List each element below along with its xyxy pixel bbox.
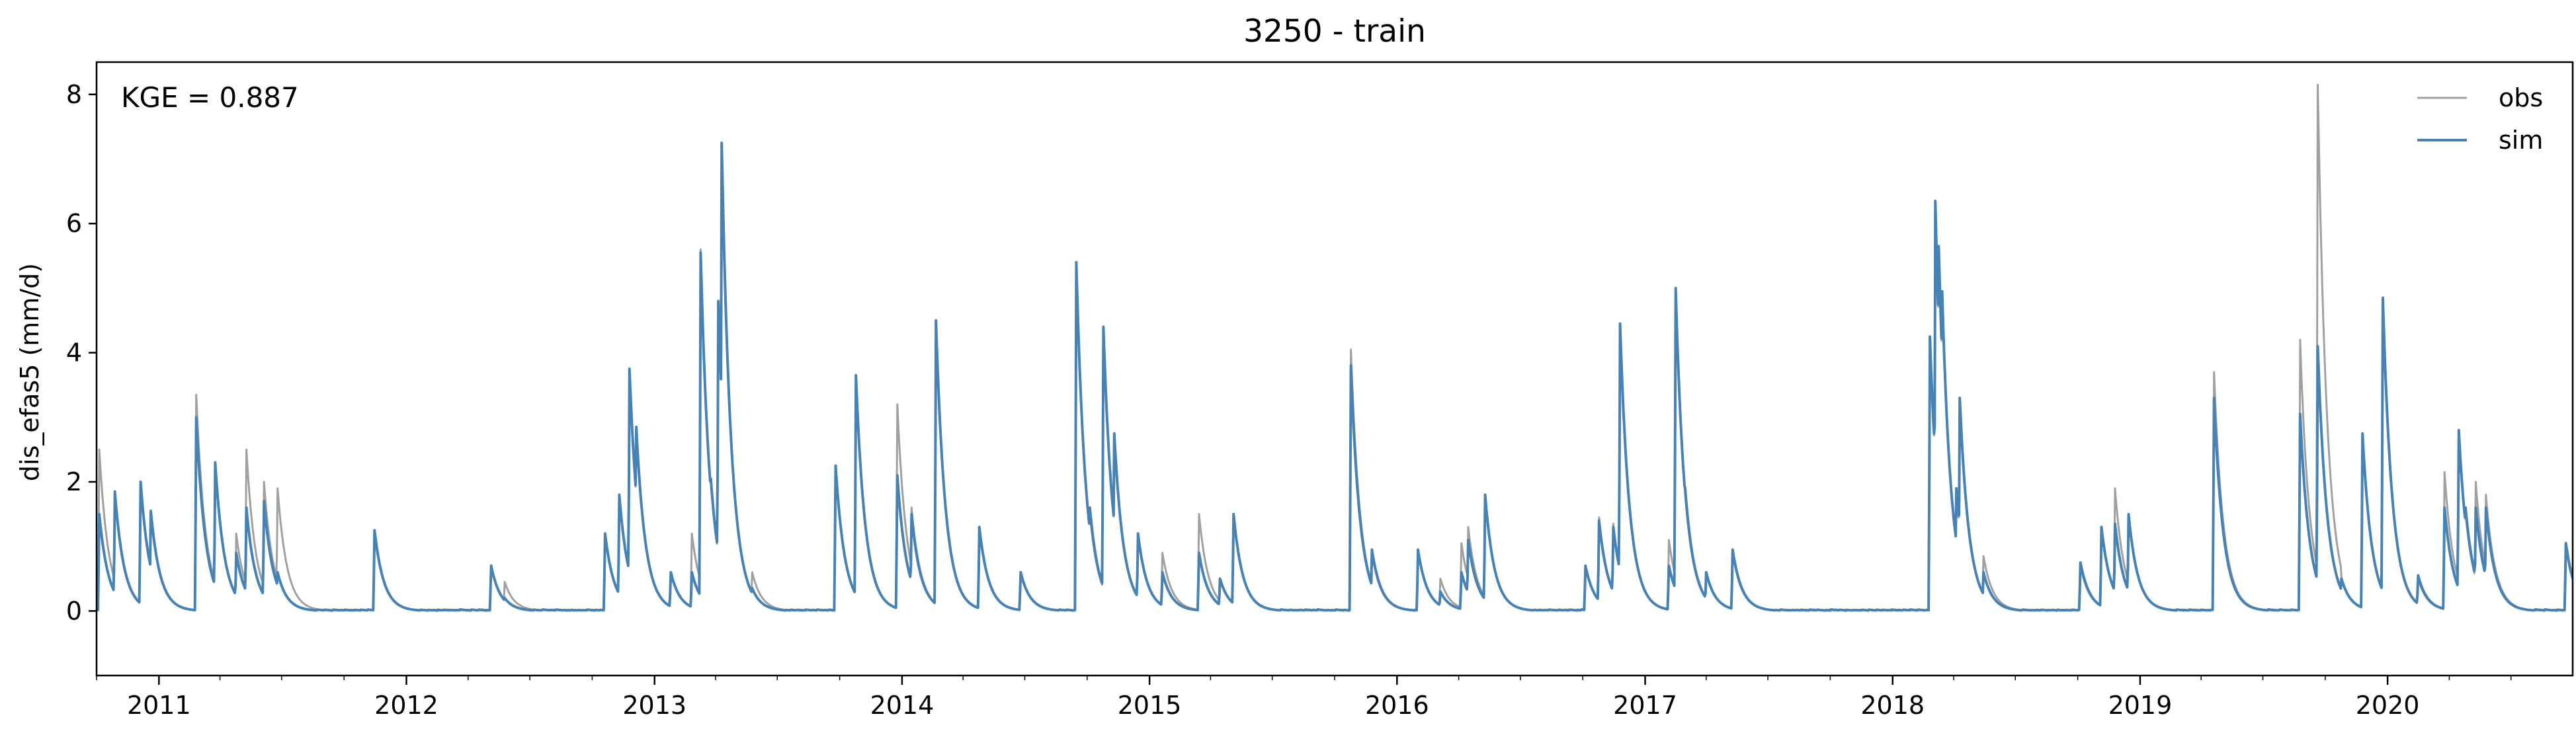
plot-series-group [97,83,2573,612]
x-tick-label: 2019 [2108,691,2173,720]
y-tick-label: 2 [66,467,82,496]
x-tick-label: 2012 [374,691,438,720]
y-tick-label: 6 [66,209,82,238]
x-tick-label: 2016 [1365,691,1429,720]
x-tick-label: 2013 [622,691,686,720]
plot-frame [95,61,2574,677]
series-line-sim [97,141,2573,612]
legend-label-obs: obs [2499,83,2543,112]
y-tick-label: 4 [66,338,82,368]
y-tick-label: 8 [66,80,82,109]
x-tick-label: 2017 [1613,691,1677,720]
x-tick-label: 2015 [1118,691,1182,720]
y-axis-label: dis_efas5 (mm/d) [15,263,44,481]
x-tick-label: 2011 [127,691,191,720]
chart-title: 3250 - train [1243,13,1426,50]
series-line-obs [97,83,2573,612]
x-axis-ticks: 2011 2012 2013 2014 2015 2016 2017 2018 2019 2020 [96,676,2512,720]
y-tick-label: 0 [66,596,82,625]
x-tick-label: 2020 [2356,691,2420,720]
kge-annotation: KGE = 0.887 [121,81,299,114]
x-tick-label: 2014 [870,691,935,720]
y-axis-ticks: 0 2 4 6 8 [66,80,97,625]
legend: obs sim [2417,83,2543,155]
legend-label-sim: sim [2499,126,2543,155]
x-tick-label: 2018 [1860,691,1925,720]
